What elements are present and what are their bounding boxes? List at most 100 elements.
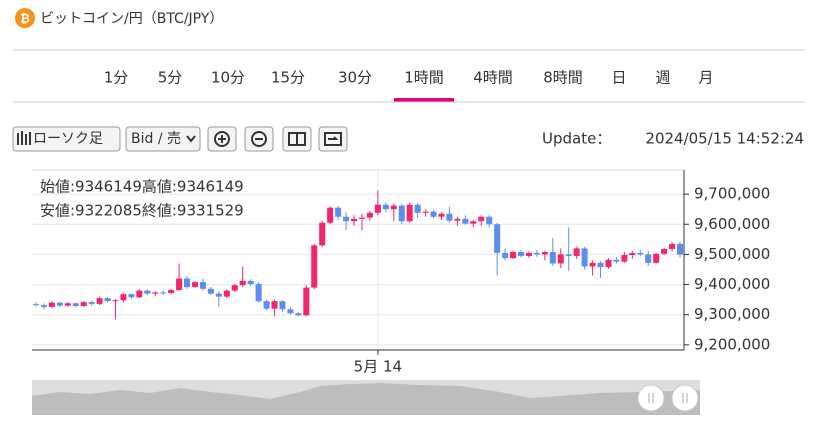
candle-body [653,253,660,263]
candle-body [510,252,517,259]
candle-body [382,204,389,210]
candle-body [271,301,278,309]
tab[interactable]: 4時間 [473,69,513,87]
toolbar: ローソク足 Bid / 売 Update： 2024/05/15 14:52:2… [12,126,804,152]
candle-body [645,254,652,263]
candle-body [48,302,55,307]
tab[interactable]: 10分 [211,69,245,87]
candle-body [525,252,532,256]
candle-body [366,212,373,218]
candle-body [199,282,206,289]
y-tick-label: 9,300,000 [694,305,770,323]
candle-body [295,313,302,316]
y-tick-label: 9,500,000 [694,245,770,263]
candle-body [56,302,63,306]
candle-icon [17,131,31,145]
candle-body [239,280,246,286]
candle-body [303,287,310,316]
candle-body [311,245,318,288]
zoom-out-icon [251,131,267,147]
candle-body [462,218,469,224]
candle-body [40,305,47,307]
candle-body [32,304,39,306]
tab[interactable]: 8時間 [543,69,583,87]
candle-body [96,298,103,304]
candle-body [191,282,199,287]
navigator-handle[interactable] [637,384,665,412]
candle-body [581,248,588,267]
active-tab-underline [394,98,454,102]
candle-body [517,252,525,256]
tab[interactable]: 週 [655,69,670,87]
candle-body [160,292,167,294]
handle-grip [682,393,688,403]
candle-body [207,288,214,294]
candle-body [438,213,445,217]
chart-type-button[interactable] [12,126,121,152]
candle-body [343,216,350,222]
candle-body [374,204,381,213]
candle-body [390,205,397,210]
navigator-handle[interactable] [671,384,699,412]
zoom-in-icon [214,131,230,147]
candle-body [454,218,461,221]
ohlc-info: 安値:9322085終値:9331529 [40,202,244,220]
candle-body [335,207,342,217]
candle-body [398,205,405,222]
y-tick-label: 9,400,000 [694,275,770,293]
candle-body [287,309,294,314]
price-side-label: Bid / 売 [131,131,181,147]
bitcoin-symbol: ₿ [20,12,30,26]
tab[interactable]: 1時間 [404,69,444,87]
candle-body [573,248,580,256]
price-side-select[interactable] [125,126,201,152]
candle-body [661,248,668,254]
candle-body [279,301,286,310]
candle-body [613,259,620,262]
chart-type-label: ローソク足 [33,131,103,147]
tab[interactable]: 日 [611,69,626,87]
candle-body [128,294,135,298]
candle-body [494,224,501,253]
tab[interactable]: 30分 [338,69,372,87]
tab[interactable]: 5分 [158,69,183,87]
candle-body [64,303,71,306]
candle-body [446,213,453,221]
candle-body [255,283,262,302]
update-label: Update： [542,130,611,148]
candle-body [549,252,556,264]
candle-body [327,207,334,223]
navigator [32,380,700,415]
fullscreen-icon [324,132,342,146]
zoom-in-icon [218,135,226,143]
candle-body [319,222,326,246]
tab[interactable]: 月 [698,69,713,87]
y-tick-label: 9,600,000 [694,215,770,233]
candle-body [152,292,159,294]
candle-body [589,262,596,267]
pair-title: ビットコイン/円（BTC/JPY） [40,11,223,27]
candle-body [637,252,644,255]
candle-body [72,303,79,306]
candle-body [414,204,421,213]
handle-grip [648,393,654,403]
fullscreen-icon [328,136,339,140]
navigator-series [32,383,700,415]
candle-body [176,278,183,290]
tab[interactable]: 15分 [271,69,305,87]
candle-body [231,285,238,291]
candle-body [629,252,636,256]
candle-body [430,211,437,217]
candle-body [597,262,604,268]
candle-body [247,280,254,284]
timeframe-tabs: 1分 5分 10分 15分 30分 1時間 4時間 8時間 日 週 月 [104,69,714,102]
candle-body [486,216,493,225]
select-arrow [186,135,196,143]
candle-body [168,290,175,294]
candle-body [80,302,87,306]
ohlc-info: 始値:9346149高値:9346149 [40,178,244,196]
candle-body [605,259,612,268]
candle-body [621,255,628,262]
tab[interactable]: 1分 [104,69,129,87]
